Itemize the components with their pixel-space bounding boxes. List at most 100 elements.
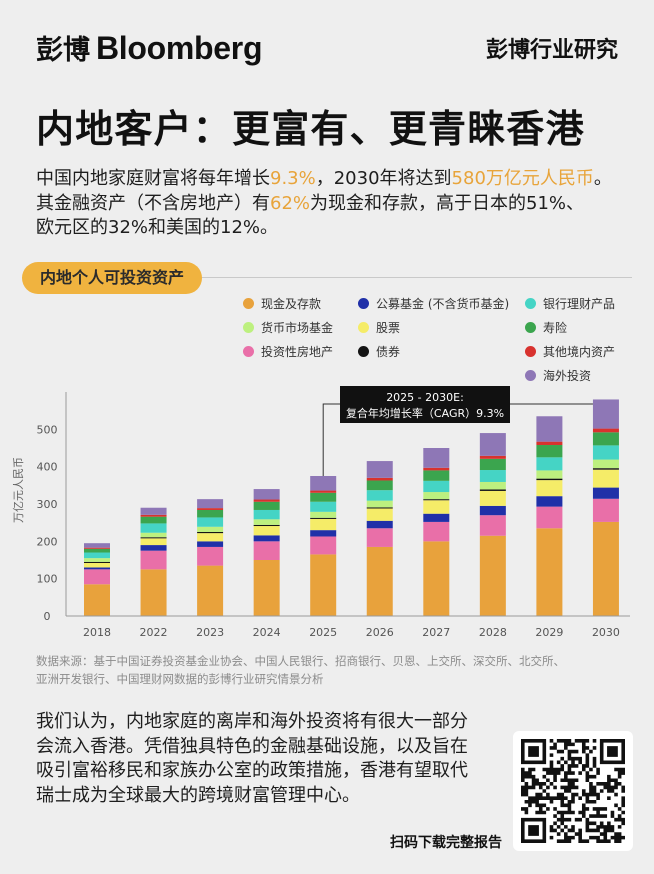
bar-2024-public-funds (253, 535, 280, 542)
source-line-1: 数据来源：基于中国证券投资基金业协会、中国人民银行、招商银行、贝恩、上交所、深交… (36, 654, 565, 668)
summary-line: 吸引富裕移民和家族办公室的政策措施，香港有望取代 (36, 760, 468, 781)
bar-2029-other-domestic (536, 441, 563, 446)
bar-2028-life-insurance (479, 458, 506, 471)
bar-2025-bank-wealth (310, 501, 337, 512)
legend-item: 寿险 (525, 315, 635, 339)
bar-2026-overseas (366, 461, 393, 478)
brand-name-cn: 彭博 (36, 35, 90, 66)
x-tick-label: 2025 (309, 626, 337, 639)
bar-2024-cash (253, 560, 280, 616)
bar-2025-cash (310, 554, 337, 616)
intro-text: 为现金和存款，高于日本的51%、 (310, 192, 585, 214)
bar-2018-stocks (84, 562, 110, 568)
legend-swatch (525, 297, 536, 309)
bar-2023-cash (197, 565, 224, 616)
legend-label: 股票 (376, 320, 401, 335)
legend-item: 海外投资 (525, 363, 635, 387)
annotation-connectors (322, 403, 593, 476)
bar-2030-bank-wealth (592, 445, 619, 460)
bar-2026-public-funds (366, 520, 393, 529)
y-tick-label: 100 (37, 573, 58, 586)
x-tick-label: 2022 (140, 626, 168, 639)
bar-2018-property (84, 569, 110, 585)
bar-2029-life-insurance (536, 445, 563, 458)
legend-label: 现金及存款 (261, 296, 322, 311)
bar-2018-overseas (84, 543, 110, 548)
bar-2023-other-domestic (197, 508, 224, 510)
bar-2023-bonds (197, 532, 224, 534)
bar-2029-bonds (536, 478, 563, 481)
legend-item: 公募基金 (不含货币基金) (358, 291, 525, 315)
bar-2024-bank-wealth (253, 509, 280, 520)
legend-swatch (243, 297, 254, 309)
bar-2029-overseas (536, 416, 563, 442)
bar-2023-bank-wealth (197, 517, 224, 527)
bar-2018-bonds (84, 561, 110, 563)
bars (84, 399, 619, 616)
bar-2024-other-domestic (253, 499, 280, 502)
chart-title-pill: 内地个人可投资资产 (22, 262, 203, 294)
bar-2030-money-market (592, 459, 619, 469)
bar-2027-other-domestic (423, 467, 450, 471)
bar-2022-overseas (140, 507, 167, 515)
bar-2024-overseas (253, 489, 280, 500)
legend-swatch (243, 345, 254, 357)
bar-2024-money-market (253, 519, 280, 525)
legend-item: 投资性房地产 (243, 339, 358, 363)
bar-2022-cash (140, 569, 167, 616)
bar-2030-cash (592, 521, 619, 616)
intro-text: 中国内地家庭财富将每年增长 (36, 168, 270, 189)
bar-2025-life-insurance (310, 492, 337, 502)
annotation-box (340, 386, 510, 423)
x-tick-label: 2029 (535, 626, 563, 639)
legend-label: 其他境内资产 (543, 344, 616, 359)
x-tick-label: 2018 (83, 626, 111, 639)
bar-2022-other-domestic (140, 514, 167, 517)
bar-2028-stocks (479, 490, 506, 506)
bar-2023-money-market (197, 526, 224, 532)
legend-label: 海外投资 (543, 368, 592, 383)
page-title: 内地客户：更富有、更青睐香港 (36, 107, 585, 151)
annotation-cagr: 复合年均增长率（CAGR）9.3% (346, 406, 504, 420)
bar-2027-money-market (423, 492, 450, 500)
legend-swatch (525, 321, 536, 333)
bar-2028-property (479, 515, 506, 536)
bar-2028-bonds (479, 489, 506, 491)
bar-2025-overseas (310, 476, 337, 491)
bar-2030-public-funds (592, 487, 619, 499)
legend-item: 银行理财产品 (525, 291, 635, 315)
section-label: 彭博行业研究 (485, 38, 618, 63)
bar-2023-property (197, 546, 224, 566)
bar-2025-stocks (310, 518, 337, 531)
bar-2022-stocks (140, 538, 167, 546)
intro-highlight-growth: 9.3% (270, 168, 316, 189)
legend-swatch (358, 297, 369, 309)
y-tick-label: 300 (37, 498, 58, 511)
bar-2023-life-insurance (197, 509, 224, 518)
bar-2025-bonds (310, 517, 337, 519)
y-axis-title: 万亿元人民币 (12, 457, 25, 523)
bar-2026-cash (366, 546, 393, 616)
legend-swatch (525, 345, 536, 357)
bar-2030-life-insurance (592, 432, 619, 446)
bar-2024-stocks (253, 526, 280, 536)
stacked-bar-chart: 万亿元人民币 0 100 200 300 400 500 2018 2022 2023 2024… (12, 386, 630, 639)
intro-highlight-cash-share: 62% (270, 192, 311, 214)
qr-code (513, 731, 633, 851)
y-tick-label: 0 (44, 610, 51, 623)
bar-2026-bank-wealth (366, 490, 393, 501)
bar-2029-public-funds (536, 496, 563, 507)
legend-item: 其他境内资产 (525, 339, 635, 363)
bar-2024-life-insurance (253, 501, 280, 510)
intro-paragraph: 中国内地家庭财富将每年增长9.3%，2030年将达到580万亿元人民币。 其金融… (36, 167, 612, 241)
legend-label: 寿险 (543, 320, 568, 335)
bar-2026-stocks (366, 508, 393, 521)
intro-line-1: 中国内地家庭财富将每年增长9.3%，2030年将达到580万亿元人民币。 (36, 167, 612, 192)
bar-2018-life-insurance (84, 548, 110, 553)
chart-legend: 现金及存款 公募基金 (不含货币基金) 银行理财产品 货币市场基金 股票 寿险 投资性房地产… (243, 291, 635, 387)
bar-2026-bonds (366, 507, 393, 509)
bar-2018-public-funds (84, 567, 110, 570)
intro-text: 。 (593, 168, 612, 189)
bar-2029-money-market (536, 470, 563, 479)
bar-2027-public-funds (423, 513, 450, 522)
